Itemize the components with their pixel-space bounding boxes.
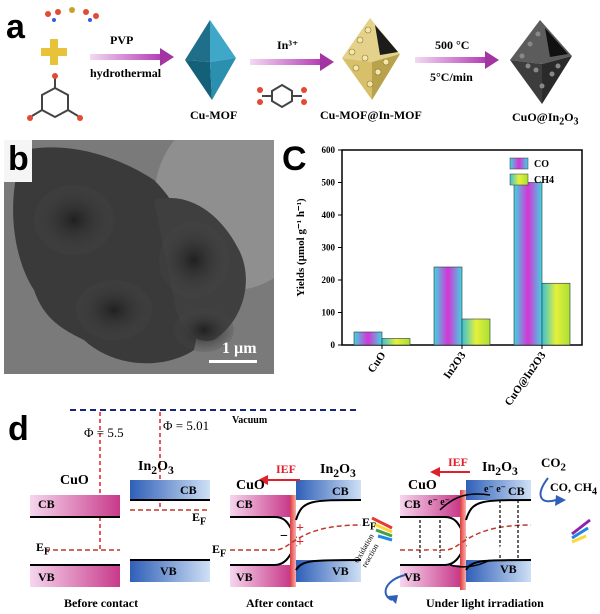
cb-cuo-before: CB — [38, 497, 55, 511]
cuo-cb-before — [30, 495, 120, 517]
ef-cuo-after: EF — [212, 542, 227, 560]
cuo-in2o3-icon — [510, 20, 572, 104]
cb-in2o3-before: CB — [180, 483, 197, 497]
bar-ch4 — [381, 338, 411, 346]
legend-swatch-co — [509, 157, 529, 170]
bar-co — [513, 182, 543, 346]
phi-cuo-label: Φ = 5.5 — [84, 425, 124, 440]
cb-in2o3-after: CB — [332, 484, 349, 498]
panel-c-letter: C — [282, 140, 307, 178]
cuo-label-after: CuO — [236, 478, 265, 493]
caption-before-contact: Before contact — [64, 596, 139, 610]
scale-bar-label: 1 µm — [222, 340, 257, 357]
vacuum-label: Vacuum — [232, 415, 268, 426]
cb-in2o3-light: CB — [508, 484, 525, 498]
light-right-icon — [571, 518, 591, 544]
cuo-label-light: CuO — [408, 478, 437, 493]
scale-bar — [209, 360, 257, 363]
in2o3-vb-before — [130, 560, 210, 582]
panel-d-letter: d — [8, 410, 29, 448]
bdc-linker-icon — [262, 83, 302, 109]
caption-under-light: Under light irradiation — [426, 596, 544, 610]
light-left-icon — [371, 516, 393, 542]
x-tick-label: CuO — [366, 349, 389, 375]
yield-bar-chart: 0 100 200 300 400 500 600 Yields (µmol g⁻¹ h⁻¹)… — [295, 145, 583, 408]
phi-in2o3-label: Φ = 5.01 — [163, 418, 210, 433]
holes-cuo: h⁺h⁺ — [420, 549, 442, 560]
metal-salt-icon — [45, 7, 99, 22]
product-cu-mof-in-mof-label: Cu-MOF@In-MOF — [320, 108, 422, 122]
band-diagrams: + + − — [30, 409, 591, 604]
y-tick-label: 100 — [322, 308, 336, 318]
bar-co — [433, 266, 463, 346]
step3-bottom-label: 5°C/min — [430, 70, 473, 84]
y-tick-label: 600 — [322, 145, 336, 155]
ief-label-light: IEF — [448, 455, 469, 469]
legend-label-co: CO — [534, 159, 549, 170]
cb-cuo-light: CB — [404, 497, 421, 511]
y-tick-label: 500 — [322, 178, 336, 188]
ef-in2o3-after: EF — [362, 515, 377, 533]
arrow-step2 — [250, 53, 334, 71]
step3-top-label: 500 °C — [435, 38, 470, 52]
in2o3-cb-before — [130, 480, 210, 500]
in2o3-label-light: In2O3 — [482, 460, 518, 478]
ef-in2o3-before: EF — [192, 510, 207, 528]
bar-co — [353, 331, 383, 346]
vb-in2o3-after: VB — [332, 564, 349, 578]
caption-after-contact: After contact — [246, 596, 314, 610]
legend-label-ch4: CH4 — [534, 175, 554, 186]
cb-cuo-after: CB — [236, 497, 253, 511]
y-tick-label: 300 — [322, 243, 336, 253]
vb-in2o3-light: VB — [500, 562, 517, 576]
x-tick-label: In2O3 — [441, 349, 468, 381]
holes-in2o3: h⁺h⁺ — [488, 546, 510, 557]
svg-text:+: + — [296, 521, 304, 536]
vb-cuo-light: VB — [404, 570, 421, 584]
cu-mof-in-mof-icon — [342, 18, 400, 100]
step1-bottom-label: hydrothermal — [90, 66, 162, 80]
vb-cuo-after: VB — [236, 570, 253, 584]
product-cu-mof-label: Cu-MOF — [190, 108, 238, 122]
cuo-label-before: CuO — [60, 473, 89, 488]
electrons-in2o3: e⁻ e⁻ — [484, 484, 506, 495]
vb-in2o3-before: VB — [160, 564, 177, 578]
svg-text:+: + — [296, 535, 304, 550]
bar-ch4 — [541, 282, 571, 346]
ief-label-after: IEF — [276, 462, 297, 476]
svg-text:−: − — [280, 529, 288, 544]
oxidation-arrow — [384, 574, 406, 601]
y-tick-label: 0 — [331, 340, 336, 350]
arrow-step1 — [90, 48, 174, 66]
product-cuo-in2o3-label: CuO@In2O3 — [512, 110, 579, 128]
legend-swatch-ch4 — [509, 173, 529, 186]
arrow-step3 — [415, 51, 499, 69]
plus-icon — [41, 39, 67, 65]
y-tick-label: 400 — [322, 210, 336, 220]
cuo-vb-before — [30, 565, 120, 587]
electrons-cuo: e⁻ e⁻ — [428, 497, 450, 508]
y-axis-label: Yields (µmol g⁻¹ h⁻¹) — [295, 198, 307, 297]
y-tick-label: 200 — [322, 275, 336, 285]
co2-label: CO2 — [541, 455, 566, 474]
tem-image — [4, 140, 274, 374]
btc-linker-icon — [31, 78, 79, 119]
step1-top-label: PVP — [110, 33, 134, 47]
tem-micrograph — [4, 140, 274, 374]
panel-b-letter: b — [8, 140, 29, 178]
ef-cuo-before: EF — [36, 540, 51, 558]
co-ch4-products: CO, CH4 — [550, 480, 597, 498]
in2o3-label-after: In2O3 — [320, 462, 356, 480]
step2-top-label: In³⁺ — [277, 38, 299, 52]
co2-reduction-arrow — [539, 477, 557, 503]
bar-ch4 — [461, 318, 491, 346]
in2o3-label-before: In2O3 — [138, 459, 174, 477]
panel-a-scheme — [27, 7, 572, 121]
vb-cuo-before: VB — [38, 570, 55, 584]
panel-a-letter: a — [6, 8, 25, 46]
cu-mof-octahedron-icon — [185, 20, 236, 100]
